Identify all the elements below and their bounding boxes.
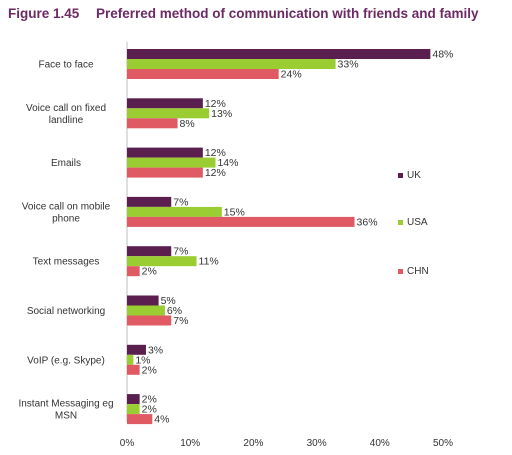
data-label: 1%	[135, 354, 150, 366]
figure-number: Figure 1.45	[8, 6, 80, 21]
legend: UK USA CHN	[398, 170, 429, 277]
bar-chn	[127, 118, 178, 129]
x-tick-label: 50%	[433, 438, 453, 449]
bar-usa	[127, 108, 210, 119]
data-label: 11%	[199, 256, 219, 268]
bar-chn	[127, 216, 355, 227]
bar-chn	[127, 364, 140, 375]
legend-swatch-uk	[398, 173, 403, 178]
data-label: 5%	[161, 295, 176, 307]
data-label: 13%	[211, 108, 232, 120]
bar-uk	[127, 49, 431, 59]
bar-usa	[127, 354, 134, 365]
data-label: 7%	[173, 315, 188, 327]
legend-label-uk: UK	[407, 170, 421, 181]
bar-chn	[127, 266, 140, 277]
data-label: 8%	[180, 118, 195, 130]
data-label: 48%	[432, 49, 453, 61]
category-label: Voice call on mobile phone	[22, 201, 111, 224]
bar-uk	[127, 98, 203, 109]
plot-area: Face to face 48% 33% 24% Voice call on fixed…	[18, 42, 453, 449]
bar-chn	[127, 315, 172, 326]
category-label: Voice call on fixed landline	[26, 103, 106, 126]
bar-usa	[127, 404, 140, 415]
legend-label-chn: CHN	[407, 266, 429, 277]
bar-uk	[127, 147, 203, 158]
data-label: 2%	[142, 394, 157, 406]
data-label: 12%	[205, 167, 226, 179]
data-label: 12%	[205, 98, 226, 110]
data-label: 33%	[338, 59, 359, 71]
data-label: 12%	[205, 147, 226, 159]
category-label: Emails	[51, 158, 81, 169]
data-label: 24%	[281, 69, 302, 81]
category-label: VoIP (e.g. Skype)	[27, 355, 105, 366]
data-label: 6%	[167, 305, 182, 317]
legend-label-usa: USA	[407, 217, 428, 228]
bar-uk	[127, 196, 172, 207]
data-label: 14%	[217, 157, 238, 169]
x-tick-label: 30%	[307, 438, 327, 449]
bar-chn	[127, 167, 203, 178]
bar-uk	[127, 344, 146, 355]
data-label: 7%	[173, 196, 188, 208]
x-tick-label: 20%	[243, 438, 263, 449]
data-label: 2%	[142, 404, 157, 416]
data-label: 36%	[357, 216, 378, 228]
x-tick-label: 0%	[120, 438, 135, 449]
data-label: 7%	[173, 246, 188, 258]
data-label: 4%	[154, 414, 169, 426]
bar-chn	[127, 69, 279, 79]
data-label: 2%	[142, 266, 157, 278]
bar-uk	[127, 246, 172, 257]
legend-swatch-usa	[398, 220, 403, 225]
category-label: Instant Messaging eg MSN	[18, 399, 113, 422]
bar-uk	[127, 295, 159, 306]
bar-usa	[127, 206, 222, 217]
x-tick-label: 10%	[180, 438, 200, 449]
bar-usa	[127, 157, 216, 168]
bar-usa	[127, 59, 336, 69]
bar-usa	[127, 305, 165, 316]
bar-usa	[127, 256, 197, 267]
category-label: Text messages	[33, 257, 100, 268]
x-tick-label: 40%	[370, 438, 390, 449]
category-label: Social networking	[27, 306, 105, 317]
data-label: 15%	[224, 206, 245, 218]
category-label: Face to face	[38, 60, 93, 71]
bar-chn	[127, 414, 153, 425]
legend-swatch-chn	[398, 269, 403, 274]
bar-uk	[127, 394, 140, 405]
chart-title: Preferred method of communication with f…	[96, 6, 479, 21]
data-label: 2%	[142, 364, 157, 376]
data-label: 3%	[148, 344, 163, 356]
